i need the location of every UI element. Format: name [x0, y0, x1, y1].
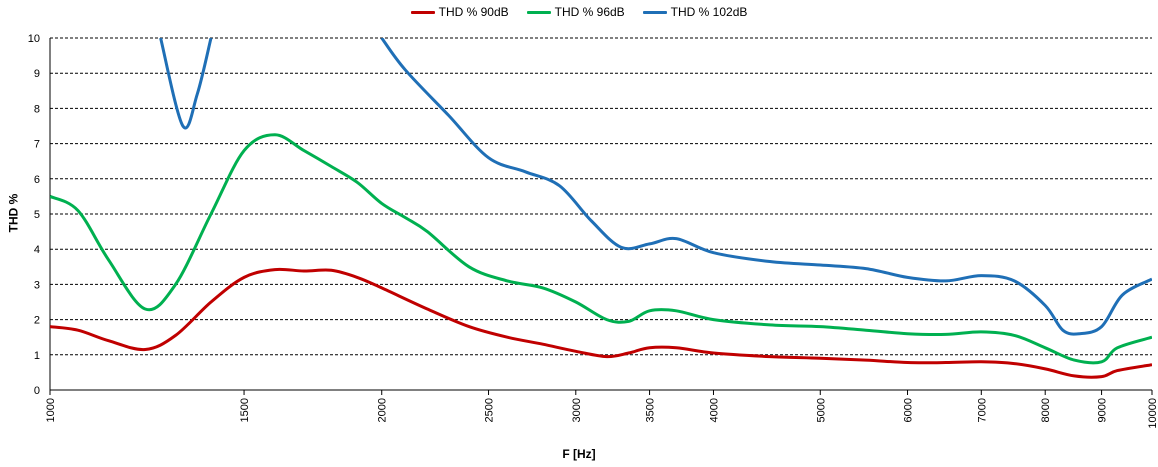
- y-tick-label-7: 7: [34, 139, 40, 151]
- x-tick-label-8000: 8000: [1040, 398, 1052, 422]
- y-tick-label-0: 0: [34, 385, 40, 397]
- y-tick-label-2: 2: [34, 315, 40, 327]
- x-tick-label-7000: 7000: [976, 398, 988, 422]
- legend-label-90db: THD % 90dB: [438, 5, 509, 19]
- y-axis-title: THD %: [6, 193, 21, 233]
- y-tick-label-9: 9: [34, 68, 40, 80]
- y-tick-label-8: 8: [34, 103, 40, 115]
- x-tick-label-2000: 2000: [377, 398, 389, 422]
- legend-item-90db: THD % 90dB: [410, 5, 509, 19]
- y-tick-label-1: 1: [34, 350, 40, 362]
- x-tick-label-3000: 3000: [571, 398, 583, 422]
- x-axis-title: F [Hz]: [562, 447, 596, 461]
- y-tick-label-5: 5: [34, 209, 40, 221]
- x-tick-label-6000: 6000: [903, 398, 915, 422]
- series-102db-line: [159, 38, 213, 130]
- y-tick-label-4: 4: [34, 244, 40, 256]
- y-tick-label-3: 3: [34, 279, 40, 291]
- x-tick-label-2500: 2500: [484, 398, 496, 422]
- series-90db-line: [50, 267, 1152, 379]
- legend-swatch-102db: [642, 10, 667, 14]
- legend-swatch-90db: [410, 10, 435, 14]
- x-tick-label-3500: 3500: [645, 398, 657, 422]
- x-tick-label-1500: 1500: [239, 398, 251, 422]
- legend-item-102db: THD % 102dB: [642, 5, 748, 19]
- series-96db-line: [50, 133, 1152, 365]
- legend-swatch-96db: [526, 10, 551, 14]
- legend-label-102db: THD % 102dB: [670, 5, 748, 19]
- legend-item-96db: THD % 96dB: [526, 5, 625, 19]
- x-tick-label-5000: 5000: [815, 398, 827, 422]
- x-tick-label-1000: 1000: [45, 398, 57, 422]
- series-102db-line-segment-2: [380, 38, 1152, 336]
- x-tick-label-4000: 4000: [708, 398, 720, 422]
- x-tick-label-10000: 10000: [1147, 398, 1158, 429]
- x-tick-label-9000: 9000: [1097, 398, 1109, 422]
- y-tick-label-6: 6: [34, 174, 40, 186]
- y-tick-label-10: 10: [28, 33, 40, 45]
- legend-label-96db: THD % 96dB: [554, 5, 625, 19]
- chart-legend: THD % 90dB THD % 96dB THD % 102dB: [0, 5, 1158, 19]
